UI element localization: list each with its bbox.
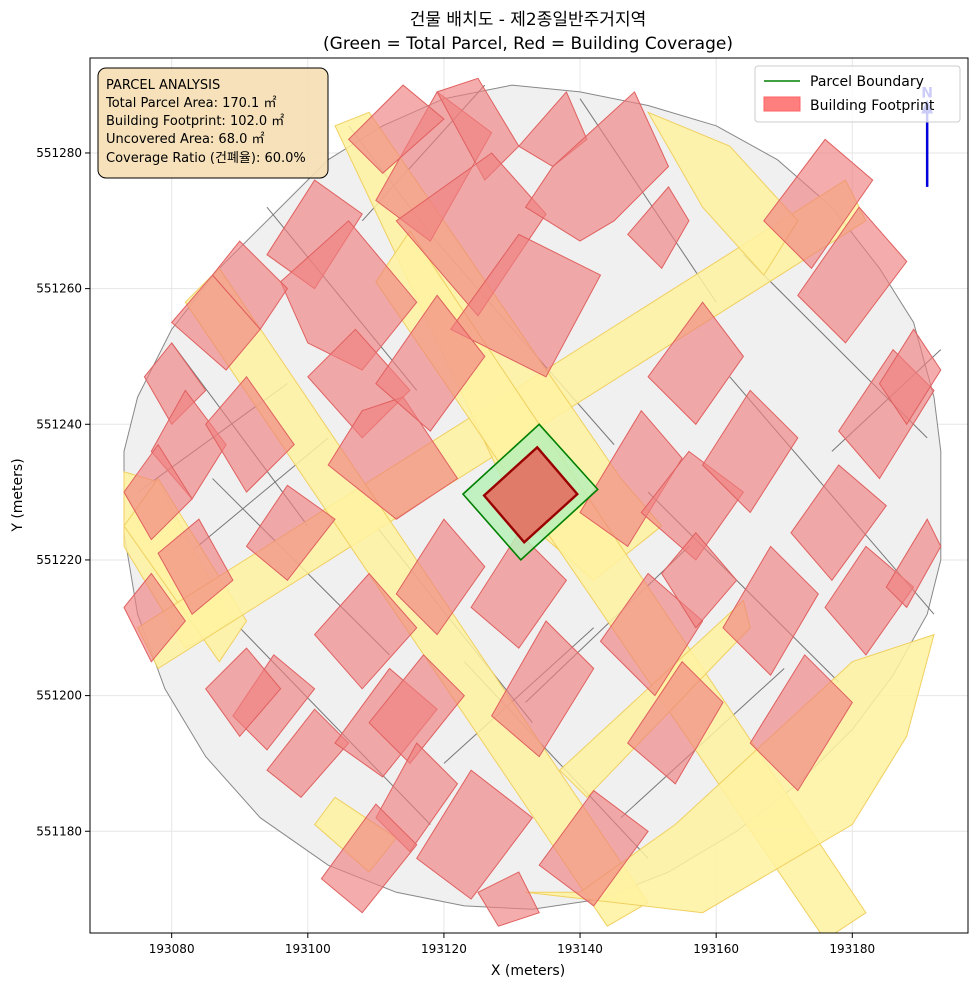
building-11 xyxy=(170,274,261,371)
target-building-footprint xyxy=(482,445,579,545)
y-tick-label-3: 551240 xyxy=(36,417,82,431)
y-tick-label-1: 551200 xyxy=(36,689,82,703)
info-line-footprint: Building Footprint: 102.0 ㎡ xyxy=(106,114,284,129)
x-tick-label-5: 193180 xyxy=(829,942,875,956)
building-30 xyxy=(320,803,418,914)
building-39 xyxy=(661,532,738,629)
legend-label-building: Building Footprint xyxy=(810,98,935,114)
info-box-background xyxy=(97,67,329,179)
y-tick-label-4: 551260 xyxy=(36,282,82,296)
info-line-uncovered: Uncovered Area: 68.0 ㎡ xyxy=(106,132,265,147)
info-line-coverage-ratio: Coverage Ratio (건폐율): 60.0% xyxy=(106,151,306,166)
x-axis-label: X (meters) xyxy=(491,963,565,979)
building-17 xyxy=(123,443,193,541)
neighbor-buildings xyxy=(123,77,942,927)
legend-frame xyxy=(754,65,961,123)
building-46 xyxy=(885,518,942,609)
plot-frame xyxy=(89,57,969,934)
info-box: PARCEL ANALYSIS Total Parcel Area: 170.1… xyxy=(97,67,329,179)
building-42 xyxy=(749,654,853,792)
info-line-total-area: Total Parcel Area: 170.1 ㎡ xyxy=(105,96,276,111)
building-40 xyxy=(701,389,799,514)
x-tick-label-1: 193100 xyxy=(285,942,331,956)
legend-swatch-building xyxy=(763,96,801,112)
road-8 xyxy=(646,111,799,276)
y-tick-label-2: 551220 xyxy=(36,553,82,567)
building-49 xyxy=(878,328,942,426)
building-21 xyxy=(123,572,186,663)
y-tick-label-0: 551180 xyxy=(36,824,82,838)
building-27 xyxy=(368,654,465,765)
building-14 xyxy=(375,294,486,432)
building-5 xyxy=(627,186,690,270)
building-4 xyxy=(524,91,670,242)
building-41 xyxy=(722,545,819,677)
building-33 xyxy=(490,620,595,758)
building-36 xyxy=(627,660,724,785)
building-35 xyxy=(599,572,704,697)
info-heading: PARCEL ANALYSIS xyxy=(106,78,220,93)
y-axis-label: Y (meters) xyxy=(10,458,26,532)
building-24 xyxy=(205,647,282,738)
x-tick-label-0: 193080 xyxy=(149,942,195,956)
legend: Parcel Boundary Building Footprint xyxy=(754,65,961,123)
chart-title: 건물 배치도 - 제2종일반주거지역 xyxy=(410,10,646,30)
building-28 xyxy=(395,518,486,636)
y-tick-label-5: 551280 xyxy=(36,146,82,160)
building-34 xyxy=(579,409,683,548)
building-20 xyxy=(157,518,234,615)
building-37 xyxy=(538,789,649,907)
building-32 xyxy=(470,532,568,649)
building-43 xyxy=(790,464,887,582)
building-51 xyxy=(477,871,540,927)
legend-label-parcel: Parcel Boundary xyxy=(810,74,924,90)
building-26 xyxy=(313,572,418,690)
building-6 xyxy=(449,233,602,378)
building-50 xyxy=(647,301,745,426)
building-31 xyxy=(416,769,534,900)
building-7 xyxy=(347,84,445,174)
x-tick-label-2: 193120 xyxy=(421,942,467,956)
building-9 xyxy=(279,220,418,371)
x-tick-label-3: 193140 xyxy=(557,942,603,956)
chart-subtitle: (Green = Total Parcel, Red = Building Co… xyxy=(323,34,733,54)
building-13 xyxy=(327,396,459,520)
building-47 xyxy=(763,138,874,270)
x-axis-ticks: 193080 193100 193120 193140 193160 193180 xyxy=(149,933,875,956)
building-18 xyxy=(205,375,295,493)
x-tick-label-4: 193160 xyxy=(693,942,739,956)
building-19 xyxy=(245,484,336,582)
y-axis-ticks: 551180 551200 551220 551240 551260 551280 xyxy=(36,146,90,838)
building-48 xyxy=(797,206,908,344)
